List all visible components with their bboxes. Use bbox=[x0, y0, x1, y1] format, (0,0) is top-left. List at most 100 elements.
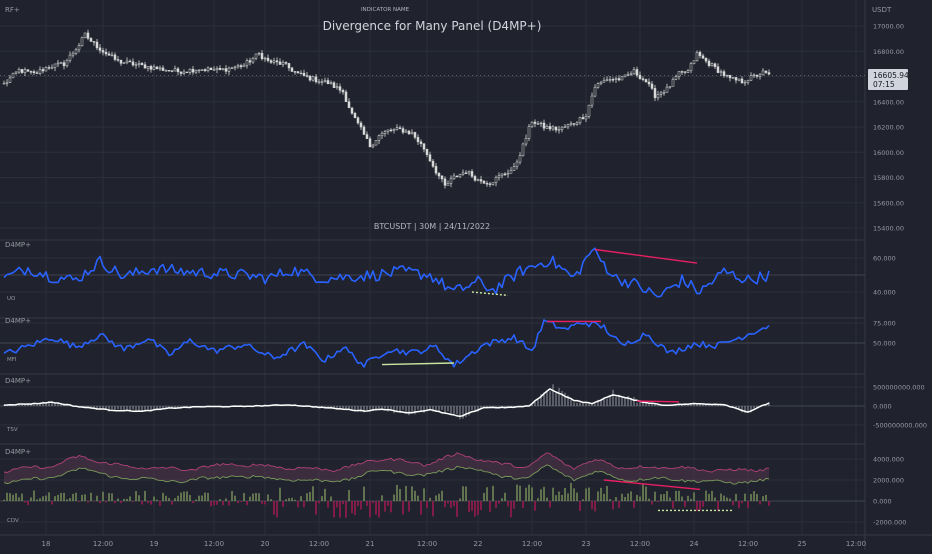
candle-body bbox=[608, 79, 612, 81]
candle-body bbox=[92, 41, 96, 43]
candle-body bbox=[125, 60, 129, 64]
candle-body bbox=[254, 53, 258, 59]
candle-body bbox=[554, 126, 558, 131]
candle-body bbox=[509, 170, 513, 174]
candle-body bbox=[278, 61, 282, 65]
candle-body bbox=[404, 130, 408, 133]
candle-body bbox=[317, 81, 321, 83]
x-tick-label: 18 bbox=[42, 540, 51, 548]
x-tick-label: 23 bbox=[582, 540, 591, 548]
candle-body bbox=[98, 47, 102, 51]
candle-body bbox=[290, 67, 294, 72]
candle-body bbox=[302, 72, 306, 76]
top-right-label: USDT bbox=[872, 6, 892, 14]
x-tick-label: 12:00 bbox=[309, 540, 329, 548]
candle-body bbox=[473, 176, 477, 181]
candle-body bbox=[23, 69, 27, 73]
candle-body bbox=[452, 175, 456, 180]
candle-body bbox=[503, 173, 507, 176]
x-tick-label: 24 bbox=[690, 540, 699, 548]
candle-body bbox=[323, 80, 327, 82]
candle-body bbox=[515, 161, 519, 167]
x-tick-label: 19 bbox=[150, 540, 159, 548]
y-tick-label: 0.000 bbox=[873, 403, 892, 411]
panel-label: D4MP+ bbox=[5, 377, 31, 385]
indicator-label: TSV bbox=[6, 427, 18, 433]
candle-body bbox=[476, 179, 480, 181]
candle-body bbox=[71, 52, 75, 56]
candle-body bbox=[419, 141, 423, 144]
y-tick-label: 15400.00 bbox=[873, 225, 904, 233]
candle-body bbox=[380, 133, 384, 136]
candle-body bbox=[695, 52, 699, 61]
candle-body bbox=[545, 126, 549, 129]
candle-body bbox=[257, 52, 261, 55]
candle-body bbox=[218, 67, 222, 70]
candle-body bbox=[743, 81, 747, 84]
candle-body bbox=[53, 63, 57, 68]
candle-body bbox=[353, 113, 357, 119]
candle-body bbox=[596, 83, 600, 88]
candle-body bbox=[17, 69, 21, 73]
candle-body bbox=[455, 175, 459, 178]
candle-body bbox=[647, 81, 651, 85]
candle-body bbox=[221, 68, 225, 70]
candle-body bbox=[635, 69, 639, 76]
candle-body bbox=[170, 70, 174, 72]
y-tick-label: 15600.00 bbox=[873, 199, 904, 207]
candle-body bbox=[719, 71, 723, 73]
candle-body bbox=[629, 73, 633, 75]
candle-body bbox=[734, 77, 738, 81]
candle-body bbox=[26, 69, 30, 72]
candle-body bbox=[395, 127, 399, 130]
candle-body bbox=[239, 65, 243, 68]
x-tick-label: 25 bbox=[798, 540, 807, 548]
candle-body bbox=[659, 92, 663, 95]
candle-body bbox=[104, 51, 108, 55]
candle-body bbox=[539, 122, 543, 125]
candle-body bbox=[338, 86, 342, 91]
candle-body bbox=[365, 134, 369, 139]
candle-body bbox=[671, 79, 675, 87]
candle-body bbox=[347, 101, 351, 108]
candle-body bbox=[611, 79, 615, 81]
x-tick-label: 12:00 bbox=[522, 540, 542, 548]
candle-body bbox=[236, 65, 240, 68]
candle-body bbox=[590, 95, 594, 106]
candle-body bbox=[761, 70, 765, 76]
y-tick-label: 15800.00 bbox=[873, 174, 904, 182]
candle-body bbox=[749, 75, 753, 81]
candle-body bbox=[557, 129, 561, 131]
candle-body bbox=[227, 67, 231, 72]
candle-body bbox=[731, 77, 735, 79]
candle-body bbox=[422, 143, 426, 150]
indicator-label: CDV bbox=[7, 518, 19, 524]
candle-body bbox=[134, 64, 138, 66]
panel-label: D4MP+ bbox=[5, 241, 31, 249]
candle-body bbox=[572, 123, 576, 125]
candle-body bbox=[83, 32, 87, 39]
candle-body bbox=[605, 79, 609, 81]
candle-body bbox=[143, 64, 147, 69]
candle-body bbox=[575, 122, 579, 125]
candle-body bbox=[638, 74, 642, 80]
candle-body bbox=[500, 173, 504, 177]
divergence-line-bearish bbox=[594, 248, 698, 264]
candle-body bbox=[389, 129, 393, 131]
x-tick-label: 12:00 bbox=[93, 540, 113, 548]
candle-body bbox=[5, 82, 9, 84]
candle-body bbox=[29, 71, 33, 73]
divergence-line-bearish bbox=[636, 400, 680, 403]
candle-body bbox=[266, 57, 270, 61]
candle-body bbox=[203, 69, 207, 71]
candle-body bbox=[200, 69, 204, 71]
candle-body bbox=[563, 126, 567, 128]
candle-body bbox=[329, 82, 333, 85]
candle-body bbox=[740, 78, 744, 84]
candle-body bbox=[437, 172, 441, 177]
candle-body bbox=[137, 63, 141, 65]
x-tick-label: 12:00 bbox=[630, 540, 650, 548]
candle-body bbox=[185, 71, 189, 74]
candle-body bbox=[197, 69, 201, 72]
